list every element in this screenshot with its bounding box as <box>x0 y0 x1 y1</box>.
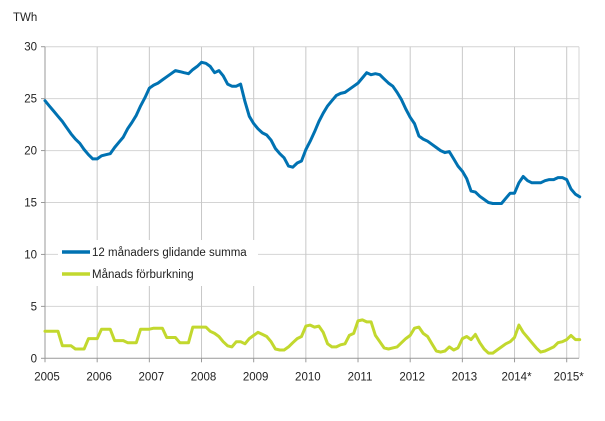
series-lines <box>43 60 582 355</box>
legend: 12 månaders glidande summa Månads förbur… <box>58 240 258 286</box>
y-tick-label: 5 <box>31 301 37 313</box>
x-tick-label: 2007 <box>139 371 165 383</box>
x-tick-label: 2015* <box>554 371 585 383</box>
series-line-0 <box>43 60 582 205</box>
x-tick-label: 2012 <box>399 371 425 383</box>
tick-labels: 0 5 10 15 20 25 30 2005 2006 2007 2008 2009 2010 2011… <box>24 42 584 384</box>
y-tick-label: 25 <box>24 94 37 106</box>
x-tick-label: 2011 <box>348 371 373 383</box>
grid <box>41 46 580 363</box>
y-axis-label: TWh <box>13 12 37 24</box>
y-tick-label: 30 <box>24 42 37 54</box>
series-line-1 <box>43 318 582 355</box>
y-tick-label: 10 <box>24 249 37 261</box>
x-tick-label: 2005 <box>34 371 60 383</box>
legend-label-1: Månads förburkning <box>92 269 194 281</box>
x-tick-label: 2014* <box>501 371 532 383</box>
x-tick-label: 2013 <box>452 371 478 383</box>
y-tick-label: 0 <box>31 353 37 365</box>
y-tick-label: 20 <box>24 146 37 158</box>
y-tick-label: 15 <box>24 198 37 210</box>
x-tick-label: 2009 <box>243 371 269 383</box>
x-tick-label: 2008 <box>191 371 217 383</box>
x-tick-label: 2010 <box>295 371 321 383</box>
x-tick-label: 2006 <box>86 371 112 383</box>
legend-label-0: 12 månaders glidande summa <box>92 247 247 259</box>
legend-background <box>58 240 258 286</box>
